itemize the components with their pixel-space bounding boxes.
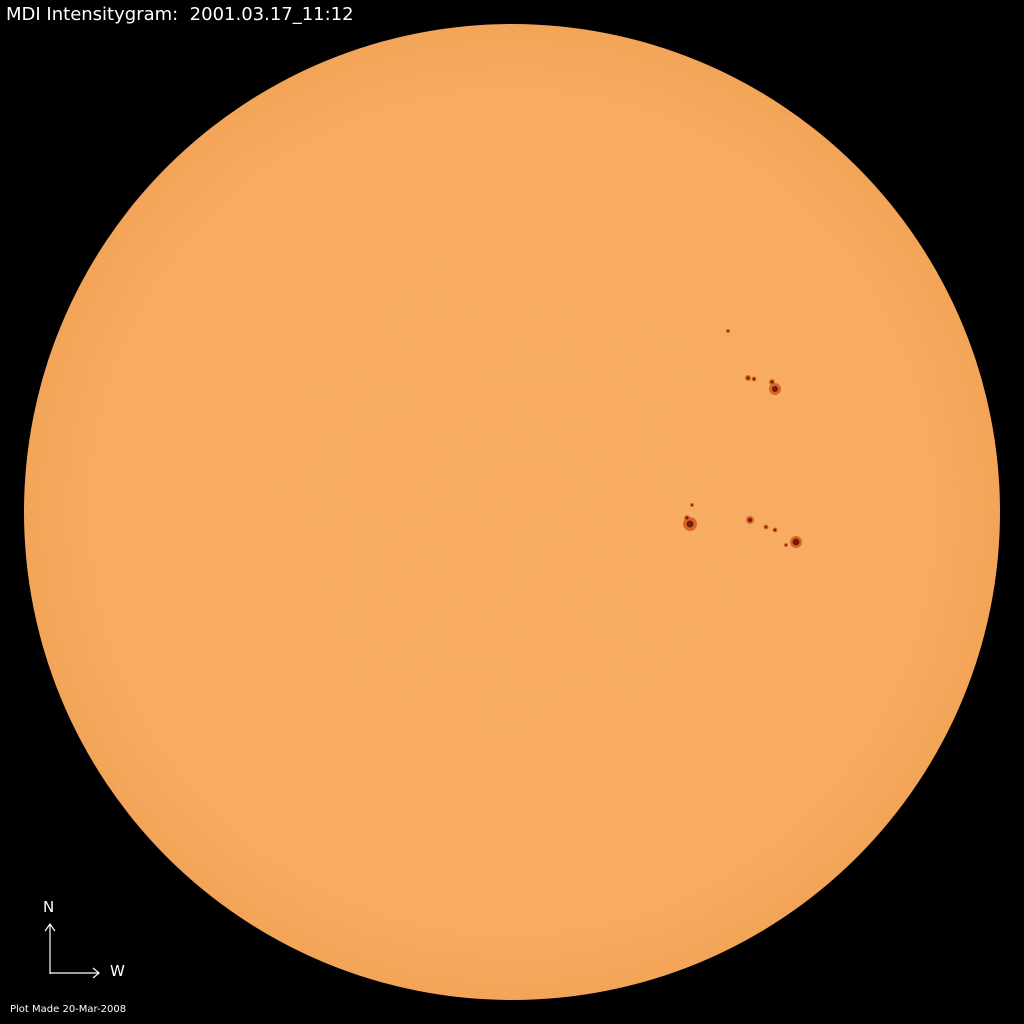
west-label: W: [110, 962, 125, 980]
sunspot-umbra: [746, 376, 750, 380]
image-title: MDI Intensitygram: 2001.03.17_11:12: [6, 4, 354, 25]
sunspot-umbra: [748, 518, 752, 522]
sunspot-umbra: [785, 544, 787, 546]
sunspot-umbra: [792, 538, 800, 546]
sunspot-umbra: [686, 520, 694, 528]
sunspots: [683, 329, 802, 548]
sunspot-umbra: [770, 380, 774, 384]
sunspot-umbra: [773, 528, 777, 532]
sunspot-umbra: [772, 386, 778, 392]
west-arrowhead-icon: [92, 967, 100, 979]
sunspot-umbra: [685, 516, 689, 520]
sunspot-umbra: [691, 504, 693, 506]
sunspot-umbra: [764, 525, 768, 529]
north-arrowhead-icon: [44, 922, 56, 932]
sunspot-umbra: [727, 330, 729, 332]
compass-arrows: [44, 922, 100, 979]
plot-made-date: Plot Made 20-Mar-2008: [10, 1004, 127, 1015]
north-label: N: [43, 898, 55, 916]
sunspot-umbra: [752, 377, 756, 381]
